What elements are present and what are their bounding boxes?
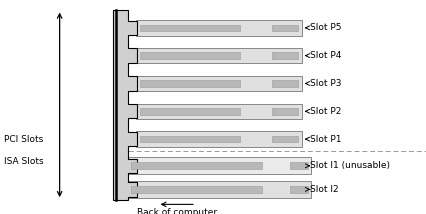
Text: Slot I1 (unusable): Slot I1 (unusable) xyxy=(310,161,390,170)
Text: Slot P2: Slot P2 xyxy=(310,107,341,116)
Bar xyxy=(141,136,240,142)
Text: Back of computer: Back of computer xyxy=(137,208,217,214)
Bar xyxy=(136,104,302,119)
Text: Slot P5: Slot P5 xyxy=(310,23,341,32)
Bar xyxy=(141,52,240,59)
Bar xyxy=(141,108,240,114)
Bar xyxy=(272,136,298,142)
Bar xyxy=(141,80,240,87)
Text: Slot I2: Slot I2 xyxy=(310,185,338,194)
Bar xyxy=(290,186,308,193)
Bar xyxy=(130,162,262,169)
Bar xyxy=(272,108,298,114)
Bar xyxy=(141,25,240,31)
Bar xyxy=(128,181,311,198)
Bar xyxy=(136,76,302,91)
Bar xyxy=(136,131,302,147)
Text: ISA Slots: ISA Slots xyxy=(4,157,44,166)
Text: Slot P3: Slot P3 xyxy=(310,79,341,88)
Bar xyxy=(272,80,298,87)
Bar xyxy=(272,25,298,31)
Bar xyxy=(128,157,311,174)
Bar xyxy=(136,48,302,63)
Bar xyxy=(272,52,298,59)
Polygon shape xyxy=(113,10,137,200)
Text: Slot P1: Slot P1 xyxy=(310,135,341,144)
Bar xyxy=(130,186,262,193)
Text: PCI Slots: PCI Slots xyxy=(4,135,43,144)
Bar xyxy=(136,20,302,36)
Bar xyxy=(290,162,308,169)
Text: Slot P4: Slot P4 xyxy=(310,51,341,60)
